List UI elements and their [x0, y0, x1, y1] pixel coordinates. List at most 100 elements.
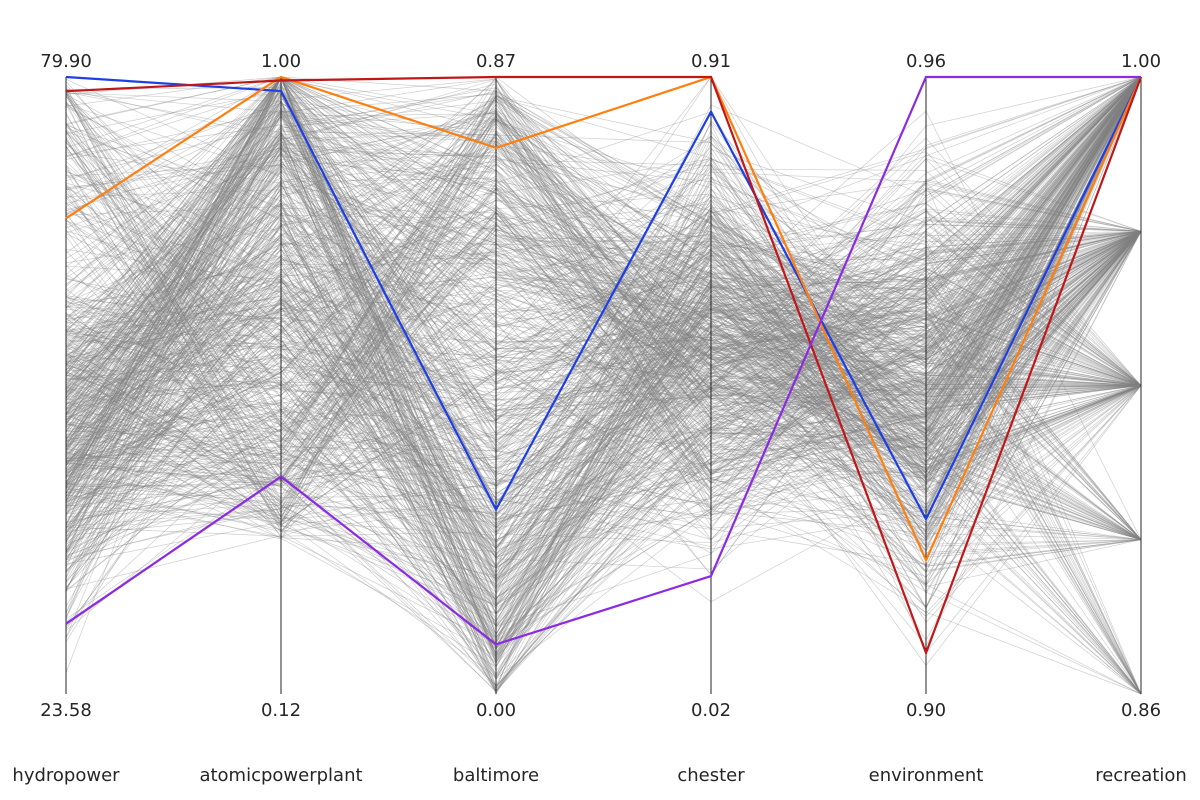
axis-min-label: 0.86	[1121, 700, 1161, 721]
background-line	[65, 76, 1142, 466]
background-line	[65, 162, 1142, 414]
background-line	[65, 76, 1142, 452]
background-line	[65, 76, 1142, 490]
background-line	[65, 76, 1142, 540]
background-line	[65, 129, 1142, 556]
background-line	[65, 89, 1142, 537]
background-line	[65, 109, 1142, 398]
background-line	[65, 76, 1142, 692]
background-line	[65, 76, 1142, 420]
background-line	[65, 76, 1142, 446]
background-line	[65, 76, 1142, 591]
background-line	[65, 76, 1142, 687]
background-line	[65, 147, 1142, 480]
background-line	[65, 102, 1142, 524]
background-line	[65, 94, 1142, 690]
background-line	[65, 237, 1142, 695]
background-line	[65, 119, 1142, 539]
axis-name-label: chester	[677, 765, 745, 786]
background-line	[65, 76, 1142, 626]
background-line	[65, 178, 1142, 481]
background-line	[65, 76, 1142, 568]
background-line	[65, 139, 1142, 518]
background-line	[65, 267, 1142, 443]
background-line	[65, 76, 1142, 605]
background-line	[65, 76, 1142, 533]
background-line	[65, 169, 1142, 511]
background-line	[65, 76, 1142, 695]
background-line	[65, 76, 1142, 668]
background-line	[65, 94, 1142, 423]
background-line	[65, 76, 1142, 588]
background-line	[65, 231, 1142, 514]
background-line	[65, 231, 1142, 655]
background-line	[65, 76, 1142, 520]
background-line	[65, 245, 1142, 440]
background-line	[65, 76, 1142, 458]
background-line	[65, 230, 1142, 586]
background-line	[65, 76, 1142, 528]
background-line	[65, 353, 1142, 572]
axis-min-label: 0.02	[691, 700, 731, 721]
background-line	[65, 208, 1142, 693]
background-line	[65, 122, 1142, 664]
background-line	[65, 76, 1142, 598]
background-line	[65, 130, 1142, 544]
highlighted-line-2	[65, 75, 1143, 564]
background-line	[65, 76, 1142, 515]
background-line	[65, 231, 1142, 437]
background-line	[65, 76, 1142, 527]
background-line	[65, 90, 1142, 516]
background-line	[65, 76, 1142, 513]
background-line	[65, 287, 1142, 541]
background-line	[65, 92, 1142, 500]
background-line	[65, 76, 1142, 493]
background-line	[65, 76, 1142, 611]
background-line	[65, 76, 1142, 367]
background-line	[65, 76, 1142, 478]
background-line	[65, 76, 1142, 434]
background-line	[65, 76, 1142, 518]
background-line	[65, 290, 1142, 541]
background-line	[65, 231, 1142, 462]
background-line	[65, 231, 1142, 544]
background-line	[65, 299, 1142, 509]
background-line	[65, 76, 1142, 419]
background-line	[65, 78, 1142, 475]
background-line	[65, 76, 1142, 459]
background-line	[65, 146, 1142, 543]
background-line	[65, 148, 1142, 540]
background-line	[65, 91, 1142, 541]
background-line	[65, 231, 1142, 643]
axis-min-label: 0.00	[476, 700, 516, 721]
background-line	[65, 99, 1142, 603]
background-line	[65, 76, 1142, 494]
background-line	[65, 231, 1142, 677]
background-line	[65, 97, 1142, 641]
background-line	[65, 111, 1142, 467]
background-line	[65, 76, 1142, 478]
background-line	[65, 76, 1142, 497]
background-line	[65, 76, 1142, 454]
background-line	[65, 113, 1142, 440]
background-line	[65, 182, 1142, 638]
background-line	[65, 144, 1142, 595]
background-line	[65, 76, 1142, 515]
background-line	[65, 116, 1142, 542]
background-line	[65, 76, 1142, 404]
background-line	[65, 183, 1142, 491]
background-line	[65, 235, 1142, 412]
background-line	[65, 240, 1142, 523]
background-line	[65, 127, 1142, 545]
background-line	[65, 76, 1142, 541]
background-line	[65, 76, 1142, 611]
background-line	[65, 76, 1142, 588]
background-line	[65, 230, 1142, 589]
background-line	[65, 354, 1142, 559]
background-line	[65, 230, 1142, 600]
background-line	[65, 263, 1142, 650]
background-line	[65, 101, 1142, 692]
background-line	[65, 141, 1142, 541]
background-line	[65, 76, 1142, 539]
background-line	[65, 76, 1142, 472]
